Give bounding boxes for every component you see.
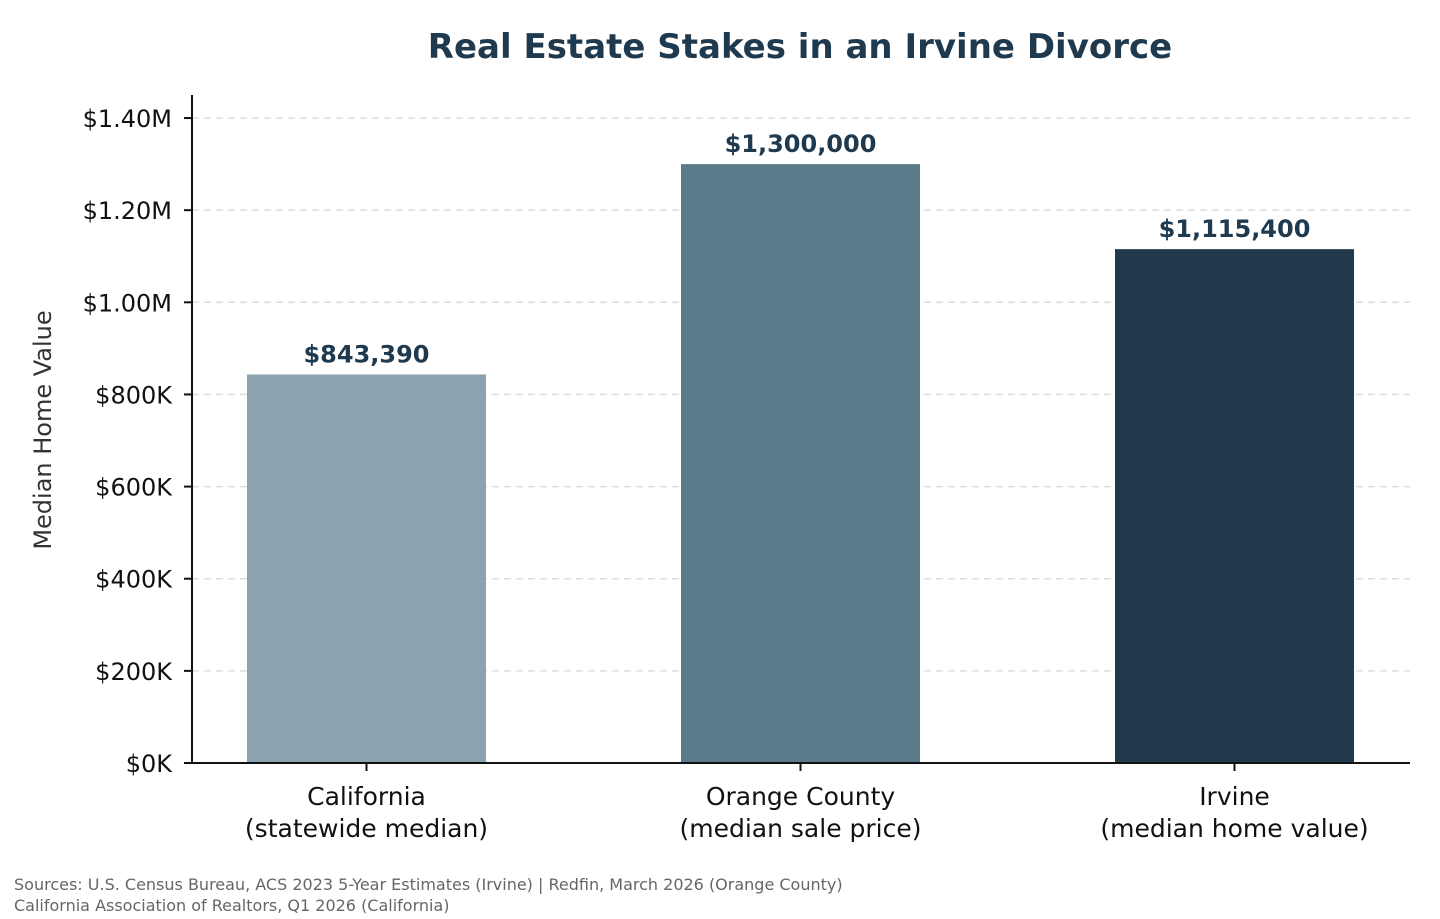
y-tick-label: $0K	[126, 750, 174, 778]
y-tick-label: $200K	[95, 658, 173, 686]
source-line-1: Sources: U.S. Census Bureau, ACS 2023 5-…	[14, 875, 843, 894]
x-tick-label: Orange County (median sale price)	[679, 782, 921, 843]
y-tick-label: $800K	[95, 381, 173, 409]
bar-0	[247, 374, 486, 763]
y-axis-ticks: $0K $200K $400K $600K $800K $1.00M $1.20M $1.40…	[83, 105, 192, 778]
bar-2	[1115, 249, 1354, 764]
y-tick-label: $1.00M	[83, 289, 172, 317]
data-label: $1,300,000	[725, 130, 877, 158]
y-tick-label: $1.40M	[83, 105, 172, 133]
source-line-2: California Association of Realtors, Q1 2…	[14, 896, 450, 915]
x-axis-ticks: California (statewide median) Orange Count…	[245, 763, 1369, 843]
x-tick-label: Irvine (median home value)	[1100, 782, 1368, 843]
y-tick-label: $1.20M	[83, 197, 172, 225]
chart-title: Real Estate Stakes in an Irvine Divorce	[428, 27, 1172, 67]
value-labels: $843,390 $1,300,000 $1,115,400	[303, 130, 1310, 368]
bars	[247, 164, 1354, 764]
y-tick-label: $600K	[95, 474, 173, 502]
x-tick-label: California (statewide median)	[245, 782, 488, 843]
data-label: $1,115,400	[1159, 215, 1311, 243]
data-label: $843,390	[303, 340, 429, 368]
source-note: Sources: U.S. Census Bureau, ACS 2023 5-…	[14, 874, 843, 916]
y-axis-label: Median Home Value	[29, 310, 57, 549]
y-tick-label: $400K	[95, 566, 173, 594]
bar-1	[681, 164, 920, 763]
